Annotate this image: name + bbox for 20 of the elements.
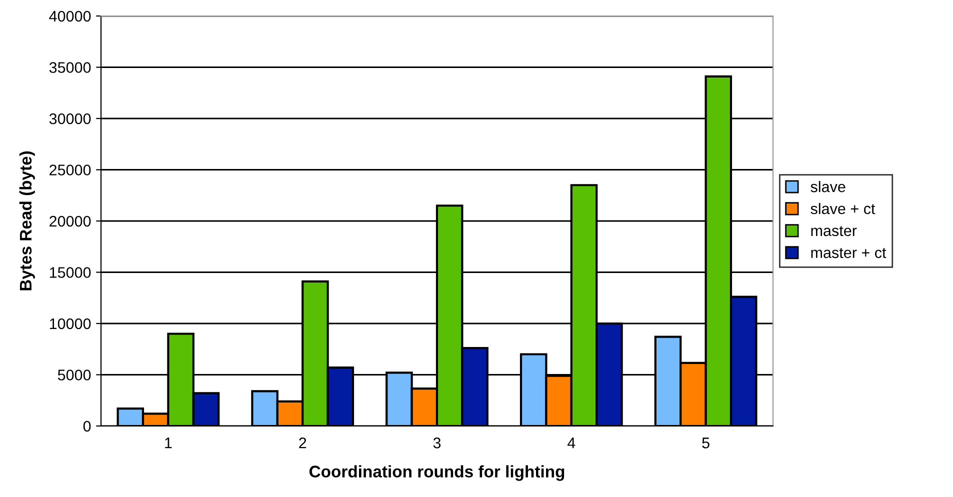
x-tick-label: 1 (165, 438, 172, 448)
y-tick-label: 35000 (49, 62, 91, 73)
y-tick-label: 0 (83, 420, 91, 432)
y-tick-label: 20000 (50, 216, 91, 227)
x-tick-label: 5 (702, 438, 710, 448)
y-tick-label: 5000 (58, 370, 91, 380)
y-tick-label: 30000 (49, 113, 91, 124)
y-tick-label: 15000 (50, 267, 91, 278)
y-tick-label: 40000 (49, 10, 91, 22)
y-tick-label: 10000 (50, 318, 91, 330)
legend-label: master (811, 226, 857, 236)
x-tick-label: 4 (568, 438, 576, 448)
legend-label: slave (810, 180, 846, 192)
x-axis-title: Coordination rounds for lighting (309, 465, 564, 481)
legend-label: slave + ct (810, 202, 876, 214)
x-tick-label: 3 (433, 438, 441, 448)
y-tick-label: 25000 (50, 164, 91, 176)
legend-label: master + ct (811, 248, 886, 258)
y-axis-title: Bytes Read (byte) (19, 151, 35, 290)
x-tick-label: 2 (299, 438, 306, 448)
